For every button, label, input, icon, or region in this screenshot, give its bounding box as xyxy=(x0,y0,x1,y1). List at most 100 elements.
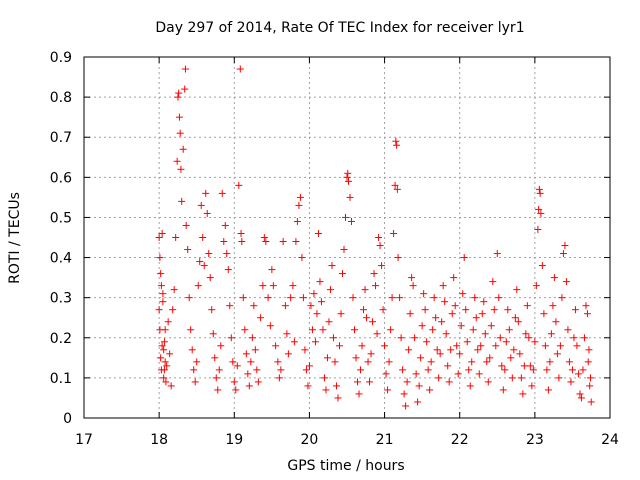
data-point xyxy=(326,286,334,294)
data-point xyxy=(457,322,465,330)
data-point xyxy=(334,394,342,402)
data-point xyxy=(341,213,349,221)
y-axis-title: ROTI / TECUs xyxy=(7,192,23,284)
data-point xyxy=(188,346,196,354)
data-point xyxy=(414,398,422,406)
data-point xyxy=(450,274,458,282)
data-point xyxy=(345,177,353,185)
data-point xyxy=(583,310,591,318)
data-point xyxy=(487,322,495,330)
x-tick-label: 21 xyxy=(376,432,394,448)
data-point xyxy=(211,354,219,362)
data-point xyxy=(181,65,189,73)
data-point xyxy=(586,374,594,382)
plot-frame xyxy=(83,56,611,419)
data-point xyxy=(167,382,175,390)
data-point xyxy=(304,382,312,390)
data-point xyxy=(305,362,313,370)
data-point xyxy=(338,270,346,278)
data-point xyxy=(412,370,420,378)
data-point xyxy=(310,290,318,298)
x-tick-label: 17 xyxy=(75,432,93,448)
data-point xyxy=(301,346,309,354)
data-point xyxy=(397,334,405,342)
data-point xyxy=(157,270,165,278)
data-point xyxy=(481,330,489,338)
data-point xyxy=(535,205,543,213)
data-point xyxy=(378,262,386,270)
data-point xyxy=(190,366,198,374)
data-point xyxy=(525,334,533,342)
data-point xyxy=(284,350,292,358)
data-point xyxy=(157,354,165,362)
data-point xyxy=(363,314,371,322)
data-point xyxy=(200,262,208,270)
data-point xyxy=(269,282,277,290)
data-point xyxy=(387,326,395,334)
data-point xyxy=(161,358,169,366)
data-point xyxy=(519,390,527,398)
data-point xyxy=(259,282,267,290)
data-point xyxy=(438,318,446,326)
data-point xyxy=(475,370,483,378)
data-point xyxy=(329,334,337,342)
y-tick-labels: 0 0.1 0.2 0.3 0.4 0.5 0.6 0.7 0.8 0.9 xyxy=(50,50,72,427)
data-point xyxy=(226,302,234,310)
data-point xyxy=(498,362,506,370)
data-point xyxy=(587,398,595,406)
data-point xyxy=(504,306,512,314)
data-point xyxy=(160,338,168,346)
data-point xyxy=(555,374,563,382)
data-point xyxy=(459,290,467,298)
data-point xyxy=(579,366,587,374)
data-point xyxy=(314,229,322,237)
data-point xyxy=(536,189,544,197)
data-point xyxy=(375,234,383,241)
data-point xyxy=(390,229,398,237)
data-point xyxy=(537,209,545,217)
data-point xyxy=(381,342,389,350)
data-point xyxy=(568,366,576,374)
data-point xyxy=(237,229,245,237)
data-point xyxy=(538,262,546,270)
y-tick-label: 0.8 xyxy=(50,90,72,106)
data-point xyxy=(415,382,423,390)
data-point xyxy=(352,354,360,362)
data-point xyxy=(217,342,225,350)
data-point xyxy=(471,294,479,302)
data-point xyxy=(444,362,452,370)
data-point xyxy=(541,342,549,350)
data-point xyxy=(184,246,192,254)
data-point xyxy=(372,282,380,290)
data-point xyxy=(174,93,182,101)
data-point xyxy=(577,394,585,402)
data-point xyxy=(477,342,485,350)
data-point xyxy=(311,338,319,346)
data-point xyxy=(463,338,471,346)
data-point xyxy=(517,374,525,382)
data-point xyxy=(360,306,368,314)
data-point xyxy=(287,294,295,302)
data-point xyxy=(351,326,359,334)
data-point xyxy=(576,390,584,398)
data-point xyxy=(558,294,566,302)
data-point xyxy=(394,254,402,262)
data-point xyxy=(160,374,168,382)
data-point xyxy=(155,306,163,314)
data-point xyxy=(385,358,393,366)
data-point xyxy=(430,294,438,302)
data-point xyxy=(242,350,250,358)
data-point xyxy=(175,113,183,121)
data-point xyxy=(379,306,387,314)
data-point xyxy=(442,330,450,338)
data-point xyxy=(247,358,255,366)
data-point xyxy=(556,342,564,350)
data-point xyxy=(343,173,351,181)
data-point xyxy=(456,350,464,358)
data-point xyxy=(224,266,232,274)
y-tick-label: 0.5 xyxy=(50,210,72,226)
y-tick-label: 0.3 xyxy=(50,291,72,307)
data-point xyxy=(295,201,303,209)
data-point xyxy=(567,378,575,386)
